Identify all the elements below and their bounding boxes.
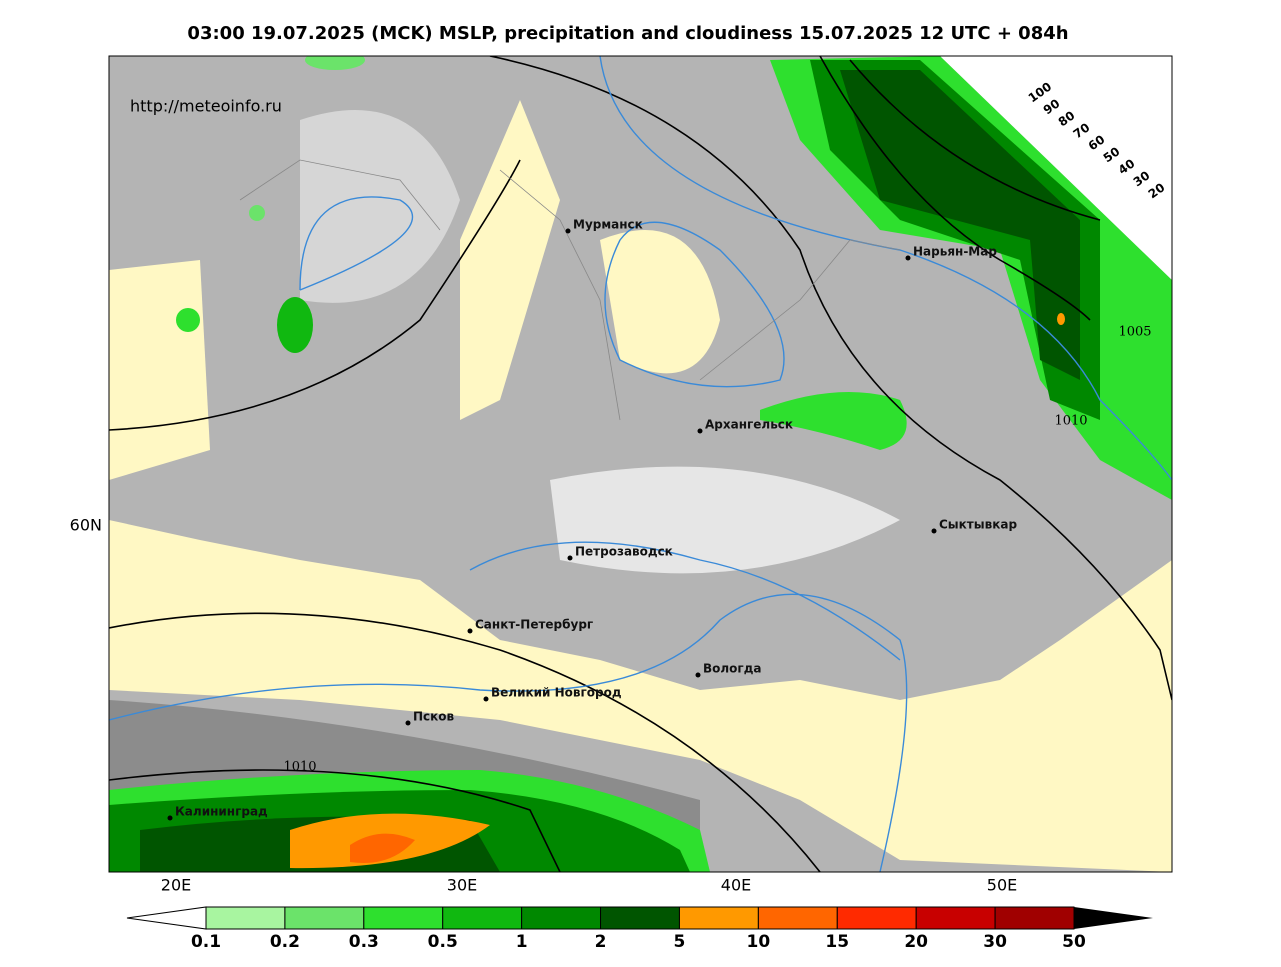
city-dot: [167, 815, 173, 821]
colorbar-tick: 30: [983, 932, 1007, 952]
colorbar-segment: [600, 906, 680, 930]
city-dot: [905, 255, 911, 261]
colorbar-segment: [442, 906, 523, 930]
colorbar-tick: 2: [595, 932, 607, 952]
colorbar-segment: [205, 906, 286, 930]
colorbar-tick: 1: [516, 932, 528, 952]
colorbar-tick: 20: [904, 932, 928, 952]
city-label: Санкт-Петербург: [475, 618, 593, 632]
isobar-label: 1010: [283, 760, 316, 775]
city-dot: [697, 428, 703, 434]
colorbar-tick: 0.2: [270, 932, 300, 952]
title: 03:00 19.07.2025 (MCK) MSLP, precipitati…: [187, 23, 1068, 44]
city-label: Архангельск: [705, 418, 793, 432]
lon-label: 30E: [447, 876, 477, 895]
isobar-label: 1005: [1118, 325, 1151, 340]
colorbar-tick: 0.1: [191, 932, 221, 952]
city-dot: [931, 528, 937, 534]
source-url: http://meteoinfo.ru: [130, 97, 282, 116]
city-label: Великий Новгород: [491, 686, 622, 700]
colorbar: 0.1 0.2 0.3 0.5 1 2 5 10 15 20 30 50: [126, 906, 1153, 952]
lon-label: 20E: [161, 876, 191, 895]
lon-label: 40E: [721, 876, 751, 895]
city-label: Мурманск: [573, 218, 643, 232]
city-dot: [565, 228, 571, 234]
map-frame: [108, 55, 1173, 873]
colorbar-segment: [915, 906, 996, 930]
city-dot: [467, 628, 473, 634]
colorbar-segment: [757, 906, 838, 930]
city-dot: [695, 672, 701, 678]
city-dot: [483, 696, 489, 702]
city-dot: [567, 555, 573, 561]
lon-label: 50E: [987, 876, 1017, 895]
city-label: Псков: [413, 710, 455, 724]
colorbar-segment: [521, 906, 602, 930]
colorbar-segment: [363, 906, 444, 930]
colorbar-tick: 5: [674, 932, 686, 952]
map: [109, 56, 1172, 872]
colorbar-tick: 50: [1062, 932, 1086, 952]
colorbar-segment: [836, 906, 917, 930]
colorbar-segment: [994, 906, 1075, 930]
city-dot: [405, 720, 411, 726]
isobar-label: 1010: [1054, 414, 1087, 429]
city-label: Нарьян-Мар: [913, 245, 997, 259]
colorbar-segment: [678, 906, 759, 930]
colorbar-tick: 0.3: [349, 932, 379, 952]
city-label: Вологда: [703, 662, 761, 676]
colorbar-tick: 10: [747, 932, 771, 952]
colorbar-tick: 15: [825, 932, 849, 952]
colorbar-segment: [284, 906, 365, 930]
city-label: Калининград: [175, 805, 268, 819]
city-label: Петрозаводск: [575, 545, 673, 559]
colorbar-tick: 0.5: [428, 932, 458, 952]
lat-label: 60N: [70, 516, 102, 535]
city-label: Сыктывкар: [939, 518, 1017, 532]
